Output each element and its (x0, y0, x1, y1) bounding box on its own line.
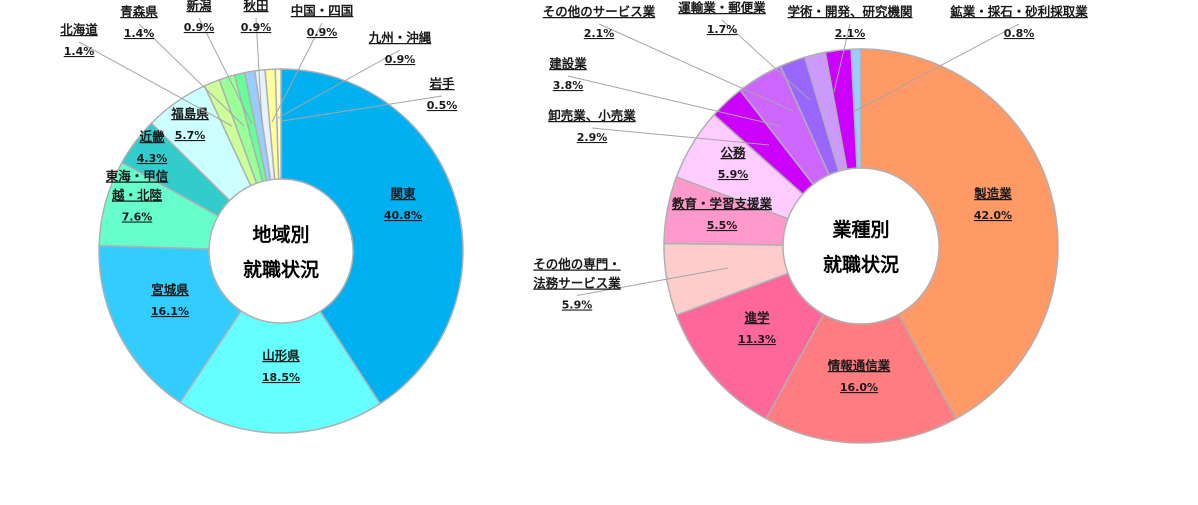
leader-line-1-6 (591, 127, 770, 146)
center-title-0: 就職状況 (243, 258, 319, 281)
slice-value-0-8: 0.9% (184, 21, 215, 34)
leader-line-0-7 (138, 23, 245, 127)
slice-label-1-9: 運輸業・郵便業 (678, 0, 766, 15)
slice-label-0-12: 岩手 (428, 76, 455, 91)
slice-value-0-11: 0.9% (385, 53, 416, 66)
slice-value-0-9: 0.9% (241, 21, 272, 34)
leader-line-0-9 (255, 17, 263, 125)
slice-value-1-4: 5.5% (707, 219, 738, 232)
leader-line-1-3 (576, 267, 729, 296)
slice-value-0-3: 7.6% (122, 211, 153, 224)
slice-label-1-10: 学術・開発、研究機関 (787, 4, 912, 19)
slice-label-0-11: 九州・沖縄 (368, 30, 432, 45)
slice-value-1-2: 11.3% (738, 333, 776, 346)
slice-value-1-7: 3.8% (553, 79, 584, 92)
slice-value-1-5: 5.9% (718, 168, 749, 181)
slice-label-0-3: 東海・甲信 (106, 169, 169, 184)
slice-label-1-6: 卸売業、小売業 (548, 108, 636, 123)
slice-label-0-1: 山形県 (262, 348, 300, 363)
slice-value-0-2: 16.1% (151, 305, 189, 318)
slice-label-0-7: 青森県 (120, 4, 158, 19)
slice-value-0-4: 4.3% (137, 152, 168, 165)
slice-0-2 (98, 244, 243, 404)
slice-value-1-1: 16.0% (840, 381, 878, 394)
slice-value-1-6: 2.9% (577, 131, 608, 144)
slice-0-1 (178, 309, 382, 434)
slice-label-0-0: 関東 (390, 186, 416, 201)
slice-value-0-12: 0.5% (427, 99, 458, 112)
slice-value-0-1: 18.5% (262, 371, 300, 384)
slice-value-0-6: 1.4% (64, 45, 95, 58)
slice-1-11 (850, 48, 862, 169)
center-title-1: 業種別 (831, 218, 889, 241)
slice-label-1-1: 情報通信業 (828, 358, 891, 373)
slice-label-0-3: 越・北陸 (111, 188, 163, 203)
slice-value-1-0: 42.0% (974, 209, 1012, 222)
region-donut-chart: 関東 40.8% 山形県 18.5% 宮城県 16.1% 東海・甲信越・北陸 7.6% 近畿 4.… (60, 0, 464, 434)
slice-value-0-5: 5.7% (175, 129, 206, 142)
slice-1-0 (860, 48, 1059, 420)
leader-line-1-9 (721, 19, 811, 101)
leader-line-0-10 (271, 22, 323, 123)
slice-label-0-6: 北海道 (60, 22, 98, 37)
slice-label-0-10: 中国・四国 (291, 3, 354, 18)
leader-line-0-6 (78, 41, 233, 127)
slice-value-1-8: 2.1% (584, 27, 615, 40)
slice-label-0-8: 新潟 (186, 0, 212, 13)
slice-value-1-11: 0.8% (1004, 27, 1035, 40)
slice-value-1-10: 2.1% (835, 27, 866, 40)
slice-1-1 (765, 313, 957, 444)
leader-line-1-11 (854, 23, 1020, 112)
slice-label-0-9: 秋田 (243, 0, 268, 13)
slice-value-1-9: 1.7% (707, 23, 738, 36)
leader-line-1-8 (598, 23, 794, 112)
center-title-0: 地域別 (252, 223, 309, 246)
slice-label-1-2: 進学 (744, 310, 770, 325)
slice-label-1-0: 製造業 (973, 186, 1012, 201)
slice-label-1-3: 法務サービス業 (533, 276, 621, 291)
industry-donut-chart: 製造業 42.0% 情報通信業 16.0% 進学 11.3% その他の専門・法務サービス業 5… (533, 0, 1088, 444)
leader-line-1-7 (567, 75, 781, 127)
slice-label-0-5: 福島県 (170, 106, 209, 121)
slice-label-1-3: その他の専門・ (533, 257, 621, 272)
slice-label-0-4: 近畿 (139, 129, 165, 144)
slice-label-1-7: 建設業 (549, 56, 587, 71)
slice-label-1-5: 公務 (720, 145, 746, 160)
slice-label-1-11: 鉱業・採石・砂利採取業 (950, 4, 1088, 19)
leader-line-0-11 (277, 49, 401, 119)
leader-line-0-12 (281, 95, 443, 122)
slice-label-0-2: 宮城県 (151, 282, 189, 297)
slice-value-0-0: 40.8% (384, 209, 422, 222)
slice-label-1-4: 教育・学習支援業 (671, 196, 773, 211)
slice-value-1-3: 5.9% (562, 299, 593, 312)
slice-value-0-10: 0.9% (307, 26, 338, 39)
center-title-1: 就職状況 (823, 253, 899, 276)
slice-value-0-7: 1.4% (124, 27, 155, 40)
leader-line-1-10 (833, 23, 851, 93)
slice-0-12 (274, 68, 282, 180)
slice-label-1-8: その他のサービス業 (543, 4, 656, 19)
leader-line-0-8 (198, 17, 253, 125)
